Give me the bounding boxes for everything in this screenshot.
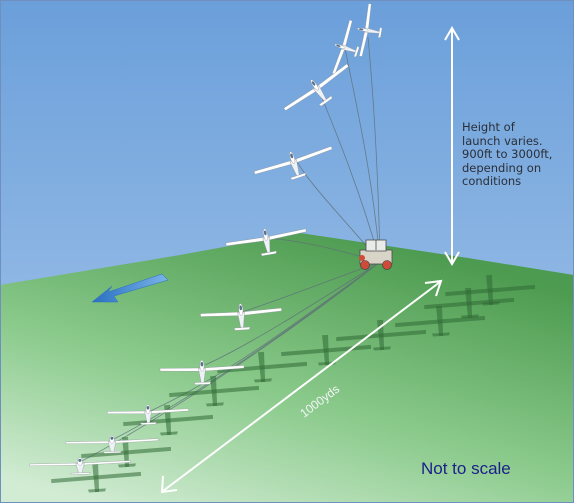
ground-plane — [0, 233, 574, 503]
winch-truck-icon — [359, 239, 393, 270]
distance-arrow — [160, 279, 443, 494]
height-note-line: 900ft to 3000ft, — [462, 147, 553, 161]
height-note-line: launch varies. — [462, 133, 543, 148]
scale-note: Not to scale — [421, 459, 511, 478]
height-note-line: Height of — [462, 120, 515, 134]
height-arrow — [444, 26, 460, 266]
launch-height-note: Height of launch varies. 900ft to 3000ft… — [462, 120, 572, 189]
height-note-line: conditions — [462, 174, 522, 188]
height-note-line: depending on — [462, 160, 542, 175]
wind-direction-arrow-icon — [91, 273, 169, 303]
